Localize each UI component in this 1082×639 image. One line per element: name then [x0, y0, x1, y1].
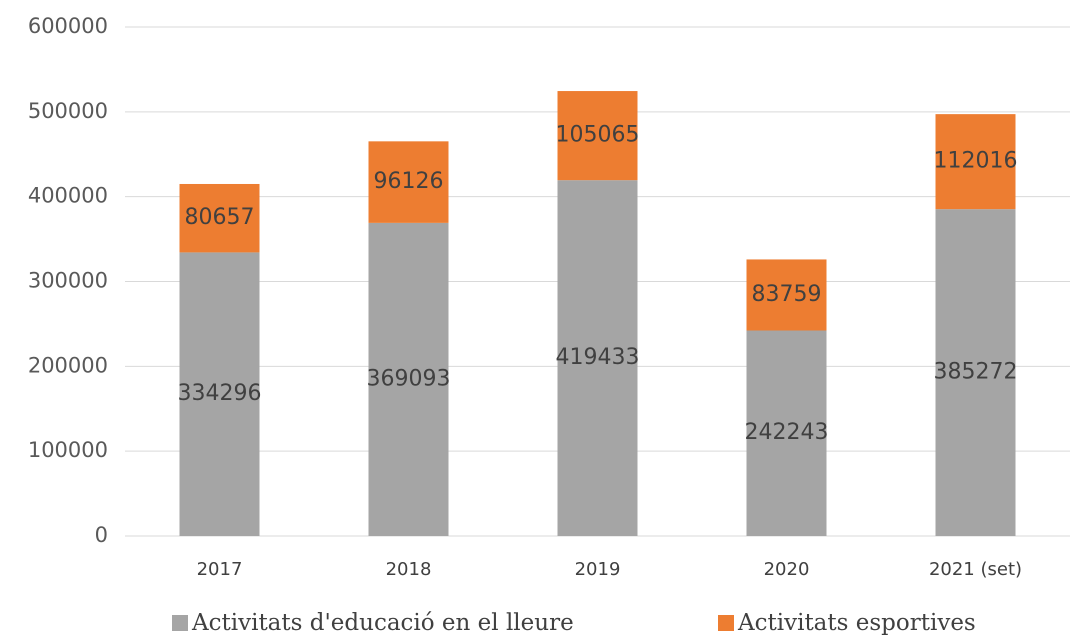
x-tick-label: 2017 — [197, 559, 243, 580]
y-tick-label: 400000 — [28, 184, 108, 208]
y-tick-label: 100000 — [28, 438, 108, 462]
data-label: 112016 — [934, 149, 1018, 174]
y-tick-label: 600000 — [28, 14, 108, 38]
x-tick-label: 2019 — [575, 559, 621, 580]
y-tick-label: 0 — [95, 523, 108, 547]
y-tick-label: 300000 — [28, 269, 108, 293]
data-label: 419433 — [556, 345, 640, 370]
bar-segment — [557, 91, 638, 181]
bar-segment — [935, 114, 1016, 210]
y-tick-label: 500000 — [28, 99, 108, 123]
data-label: 96126 — [374, 169, 444, 194]
bar-segment — [368, 222, 449, 536]
legend-label: Activitats esportives — [737, 610, 976, 636]
data-label: 80657 — [185, 205, 255, 230]
x-tick-label: 2021 (set) — [929, 559, 1022, 580]
bar-segment — [368, 141, 449, 223]
data-label: 334296 — [178, 381, 262, 406]
x-tick-label: 2020 — [764, 559, 810, 580]
data-label: 83759 — [752, 282, 822, 307]
bar-segment — [746, 330, 827, 536]
x-tick-label: 2018 — [386, 559, 432, 580]
bar-segment — [935, 209, 1016, 536]
data-label: 105065 — [556, 123, 640, 148]
bar-segment — [179, 252, 260, 536]
legend-label: Activitats d'educació en el lleure — [191, 610, 574, 636]
data-label: 369093 — [367, 366, 451, 391]
bar-segment — [179, 183, 260, 253]
bar-segment — [557, 180, 638, 536]
legend-swatch — [172, 615, 188, 631]
data-label: 385272 — [934, 360, 1018, 385]
legend-swatch — [718, 615, 734, 631]
bar-segment — [746, 259, 827, 331]
data-label: 242243 — [745, 420, 829, 445]
y-tick-label: 200000 — [28, 353, 108, 377]
